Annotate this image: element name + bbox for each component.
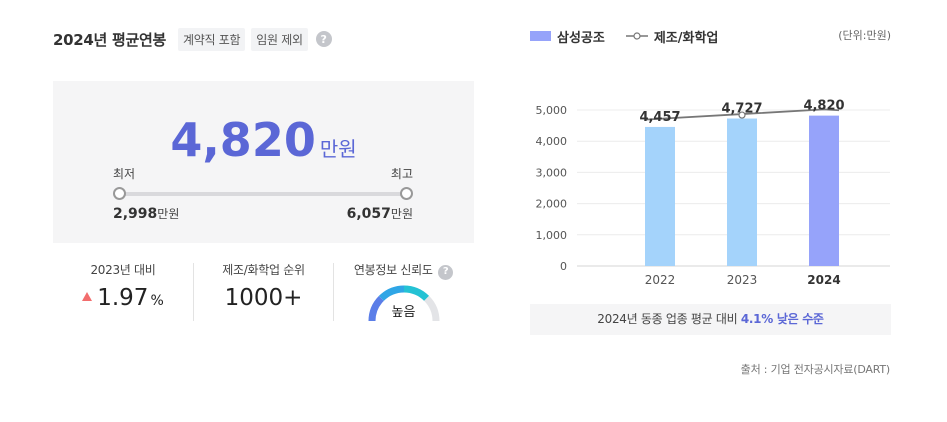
stat-yoy: 2023년 대비 1.97% [53, 263, 193, 321]
note-highlight: 4.1% 낮은 수준 [740, 312, 824, 326]
data-label: 4,457 [639, 110, 680, 125]
salary-stats: 2023년 대비 1.97% 제조/화학업 순위 1000+ 연봉정보 신뢰도 … [53, 263, 474, 323]
y-tick-label: 5,000 [536, 104, 568, 117]
y-tick-label: 2,000 [536, 198, 568, 211]
triangle-up-icon [82, 292, 93, 301]
question-icon[interactable]: ? [315, 31, 332, 47]
max-salary-value: 6,057 [346, 206, 391, 222]
range-max-marker [400, 187, 413, 200]
stat-yoy-unit: % [150, 293, 164, 309]
reliability-gauge: 높음 [364, 285, 444, 323]
data-label: 4,820 [803, 99, 844, 114]
x-tick-label: 2024 [807, 273, 840, 287]
average-salary-box: 4,820 만원 최저 최고 2,998만원 6,057만원 [53, 81, 474, 243]
min-salary-value: 2,998 [113, 206, 158, 222]
max-salary: 6,057만원 [347, 205, 413, 222]
max-salary-unit: 만원 [390, 207, 413, 221]
legend-bar-label: 삼성공조 [557, 30, 605, 46]
unit-note: (단위:만원) [838, 29, 891, 42]
average-salary-value: 4,820 [170, 113, 316, 167]
gauge-arc-icon [368, 285, 439, 322]
min-salary: 2,998만원 [113, 205, 179, 222]
stat-reliability-header: 연봉정보 신뢰도 ? [334, 263, 473, 280]
question-icon[interactable]: ? [438, 264, 454, 280]
min-label: 최저 [113, 167, 136, 181]
salary-header: 2024년 평균연봉 계약직 포함 임원 제외 ? [53, 27, 332, 51]
y-tick-label: 4,000 [536, 135, 568, 148]
salary-chart: 0 1,000 2,000 3,000 4,000 5,000 2022 2023 2024 4,… [536, 99, 890, 287]
note-prefix: 2024년 동종 업종 평균 대비 [597, 312, 738, 326]
legend-line-swatch [625, 31, 648, 41]
data-source: 출처 : 기업 전자공시자료(DART) [740, 363, 891, 376]
stat-yoy-label: 2023년 대비 [90, 263, 156, 277]
legend-bar-swatch [530, 31, 551, 41]
data-label: 4,727 [721, 102, 762, 117]
y-tick-label: 0 [560, 260, 567, 273]
stat-rank-label: 제조/화학업 순위 [222, 263, 305, 277]
chart-legend: 삼성공조 제조/화학업 [530, 27, 719, 46]
average-salary-unit: 만원 [319, 137, 357, 161]
stat-reliability: 연봉정보 신뢰도 ? 높음 [333, 263, 473, 323]
x-tick-label: 2022 [645, 273, 676, 287]
tag-executives-excluded: 임원 제외 [251, 27, 308, 51]
industry-comparison-note: 2024년 동종 업종 평균 대비 4.1% 낮은 수준 [530, 304, 891, 335]
y-tick-label: 1,000 [536, 229, 568, 242]
range-min-marker [113, 187, 126, 200]
line-point [738, 111, 746, 119]
max-label: 최고 [390, 167, 413, 181]
stat-reliability-label: 연봉정보 신뢰도 [353, 263, 433, 277]
x-tick-label: 2023 [727, 273, 758, 287]
bar [645, 126, 675, 266]
tag-contract-included: 계약직 포함 [177, 27, 246, 51]
stat-industry-rank: 제조/화학업 순위 1000+ [193, 263, 333, 321]
page-title: 2024년 평균연봉 [53, 30, 166, 49]
stat-yoy-value: 1.97 [97, 285, 149, 311]
y-tick-label: 3,000 [536, 166, 568, 179]
min-salary-unit: 만원 [157, 207, 180, 221]
stat-rank-value: 1000+ [224, 285, 303, 311]
bar [727, 118, 757, 266]
reliability-value: 높음 [391, 305, 416, 320]
salary-range-track [119, 192, 406, 196]
stat-yoy-value-row: 1.97% [53, 285, 193, 311]
legend-line-label: 제조/화학업 [653, 30, 719, 46]
bar [809, 115, 839, 266]
average-salary: 4,820 만원 [53, 113, 474, 167]
